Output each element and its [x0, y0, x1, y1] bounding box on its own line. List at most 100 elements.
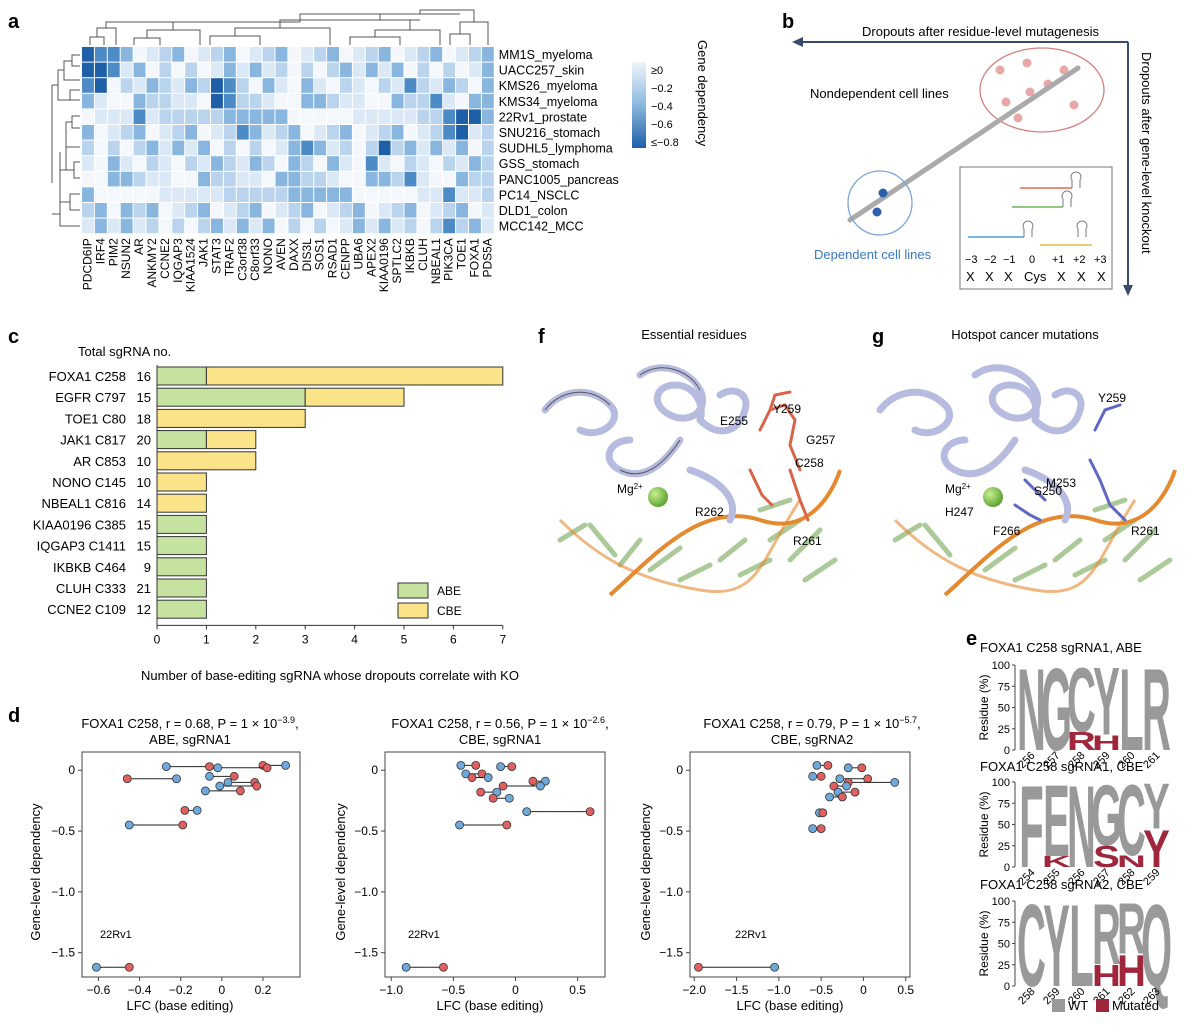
x-tick-label: −0.4: [128, 983, 152, 997]
heatmap-cell: [301, 156, 314, 171]
heatmap-cell: [301, 203, 314, 218]
heatmap-cell: [378, 171, 391, 187]
bar-abe: [156, 536, 207, 556]
logo-y-tick-label: 50: [998, 703, 1010, 715]
logo-y-tick-label: 50: [998, 939, 1010, 951]
heatmap-cell: [340, 171, 352, 187]
sgrna-hairpin-icons: [1022, 171, 1088, 237]
sequence-logo: FOXA1 C258 sgRNA1, ABE Residue (%)100 75 50…: [977, 640, 1171, 775]
row-dendrogram: [51, 54, 80, 227]
heatmap-cell: [133, 125, 146, 140]
scatter-x-label: LFC (base editing): [437, 998, 544, 1013]
sgrna-tiling-lines: [968, 187, 1092, 246]
bar-category-label: KIAA0196 C385: [33, 517, 126, 532]
heatmap-cell: [327, 203, 339, 218]
heatmap-column-labels: PDCD6IPIRF4PIM2NSUN2ARANKMY2CCNE2IQGAP3K…: [80, 238, 494, 292]
bar-category-label: AR C853: [73, 454, 126, 469]
logo-letter-wt: N: [1017, 644, 1046, 775]
heatmap-cell: [172, 47, 185, 62]
heatmap-cell: [198, 109, 210, 124]
heatmap-cell: [185, 125, 198, 140]
heatmap-column-label: SPTLC2: [390, 238, 404, 284]
position-label: +3: [1094, 254, 1107, 266]
heatmap-cell: [340, 109, 352, 124]
bar-category-label: CCNE2 C109: [47, 602, 126, 617]
heatmap-cell: [404, 218, 417, 234]
heatmap-cell: [301, 125, 314, 140]
logo-letter-mutated: H: [1092, 731, 1121, 755]
heatmap-cell: [365, 156, 378, 171]
heatmap-cell: [417, 125, 430, 140]
heatmap-cell: [301, 187, 314, 202]
point-blue: [812, 760, 822, 770]
logo-letter-mutated: H: [1117, 946, 1146, 995]
heatmap-cell: [275, 218, 288, 234]
heatmap-cell: [236, 47, 249, 62]
heatmap-cell: [443, 156, 456, 171]
x-tick-label: −0.2: [169, 983, 193, 997]
heatmap-cell: [223, 171, 236, 187]
point-blue: [401, 962, 411, 972]
heatmap-cell: [198, 203, 210, 218]
heatmap-cell: [107, 125, 120, 140]
heatmap-cell: [82, 203, 94, 218]
heatmap-cell: [314, 218, 327, 234]
logo-letter-mutated: H: [1092, 959, 1121, 993]
heatmap-cell: [275, 78, 288, 93]
heatmap-cell: [133, 109, 146, 124]
heatmap-cell: [275, 187, 288, 202]
heatmap-cell: [365, 47, 378, 62]
heatmap-cell: [327, 187, 339, 202]
heatmap-cell: [314, 187, 327, 202]
bar-chart: Total sgRNA no. FOXA1 C258 EGFR C797 TOE1 …: [33, 344, 519, 683]
heatmap-cell: [107, 109, 120, 124]
logo-letter-mutated: N: [1117, 853, 1146, 871]
heatmap-cell: [236, 93, 249, 109]
heatmap-cell: [249, 78, 262, 93]
heatmap-cell: [94, 171, 107, 187]
heatmap-cell: [378, 109, 391, 124]
heatmap-cell: [288, 47, 301, 62]
heatmap-cell: [120, 62, 133, 78]
heatmap-cell: [146, 62, 159, 78]
heatmap-cell: [456, 109, 468, 124]
point-red: [180, 805, 190, 815]
legend-title: Gene dependency: [695, 40, 710, 147]
heatmap-cell: [249, 187, 262, 202]
point-red: [235, 786, 245, 796]
heatmap-cell: [159, 218, 172, 234]
heatmap-cell: [172, 203, 185, 218]
heatmap-cell: [430, 140, 443, 156]
heatmap-cell: [120, 140, 133, 156]
heatmap-cell: [94, 62, 107, 78]
protein-ribbon: [541, 364, 750, 524]
point-red: [262, 763, 272, 773]
x-tick-label: −2.0: [682, 983, 706, 997]
heatmap-cell: [236, 62, 249, 78]
y-tick-label: 0: [676, 763, 683, 777]
scatter-x-label: LFC (base editing): [737, 998, 844, 1013]
heatmap-cell: [378, 203, 391, 218]
heatmap-cell: [146, 140, 159, 156]
scatter-title-line2: CBE, sgRNA1: [459, 732, 541, 747]
panel-label-c: c: [8, 326, 19, 348]
heatmap-cell: [107, 156, 120, 171]
heatmap-cell: [223, 203, 236, 218]
residue-label: F266: [993, 524, 1021, 538]
heatmap-cell: [120, 171, 133, 187]
residue-label: Y259: [1098, 391, 1126, 405]
panel-label-f: f: [538, 326, 545, 348]
heatmap-cell: [443, 93, 456, 109]
heatmap-cell: [185, 203, 198, 218]
heatmap-cell: [211, 218, 223, 234]
heatmap-row-label: MM1S_myeloma: [499, 48, 593, 62]
heatmap-cell: [82, 171, 94, 187]
heatmap-cell: [159, 171, 172, 187]
bar-cbe: [156, 493, 207, 513]
heatmap-cell: [107, 62, 120, 78]
heatmap-column-label: TOE1: [455, 238, 469, 269]
heatmap-cell: [469, 140, 481, 156]
heatmap-cell: [288, 140, 301, 156]
heatmap-cell: [223, 156, 236, 171]
heatmap-cell: [198, 78, 210, 93]
